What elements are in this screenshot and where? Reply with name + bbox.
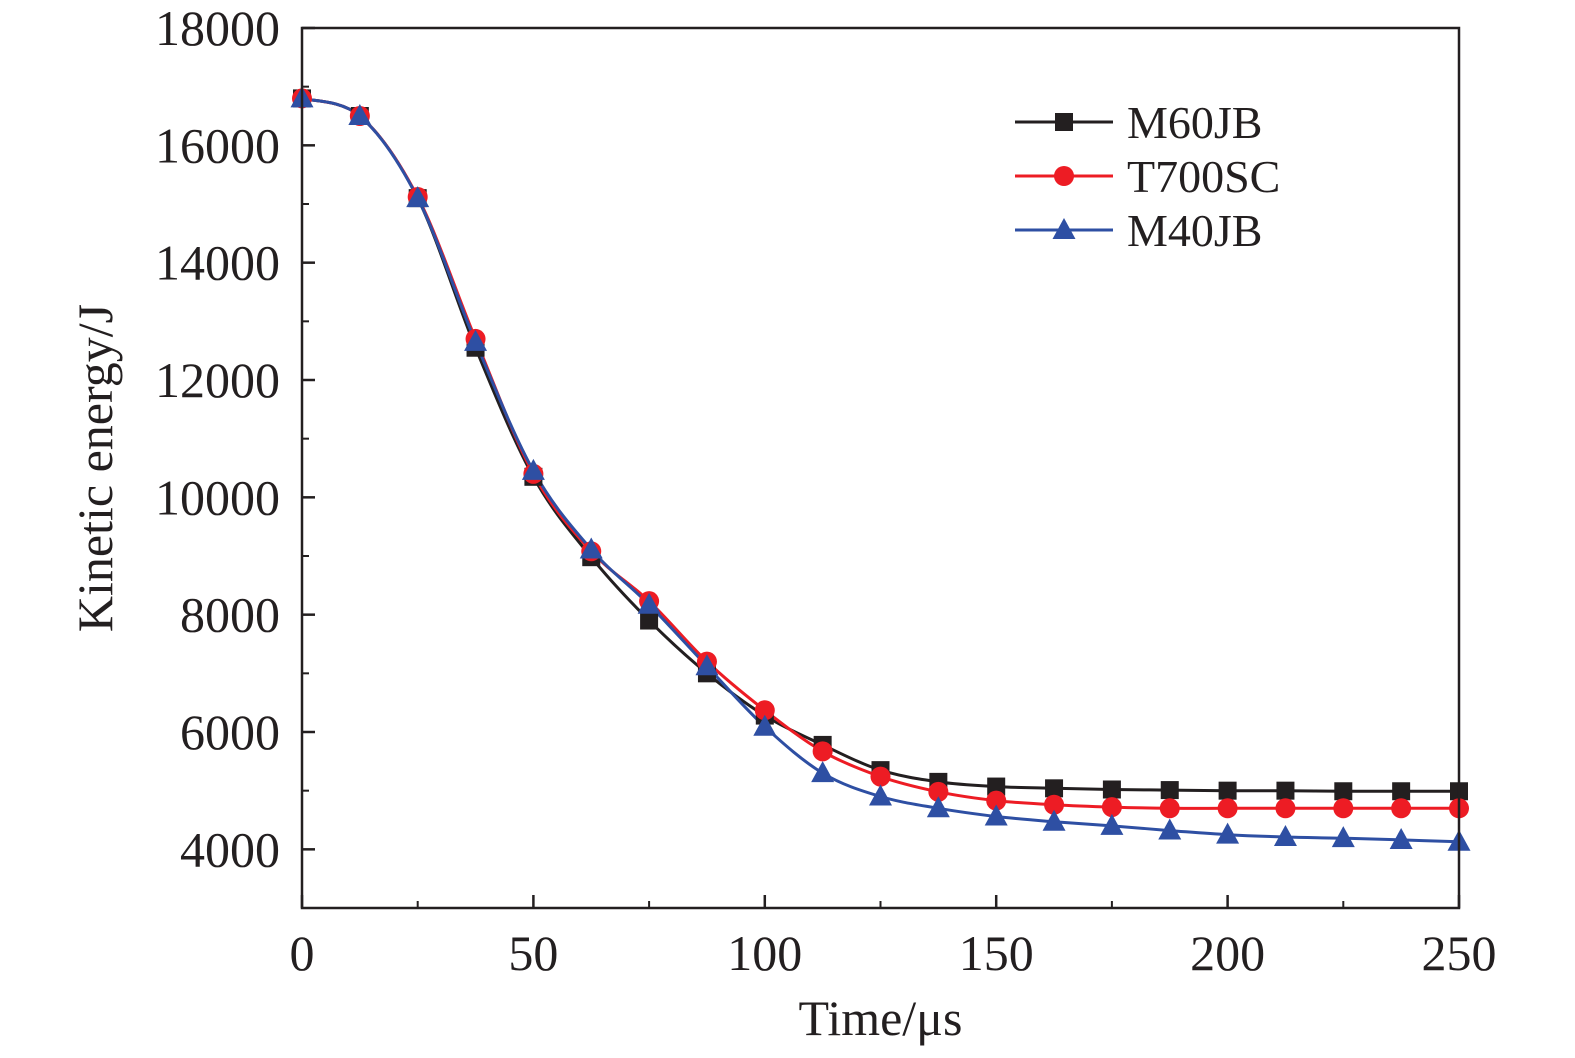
data-point-m40jb xyxy=(1216,822,1240,844)
x-axis-ticks: 0 50 100 150 200 250 xyxy=(290,895,1497,981)
legend-item-m40jb: M40JB xyxy=(1015,205,1262,256)
data-point-m40jb xyxy=(869,784,892,806)
data-point-m40jb xyxy=(753,714,777,736)
data-point-m60jb xyxy=(1218,781,1237,800)
x-tick-label: 250 xyxy=(1422,925,1497,981)
data-point-m60jb xyxy=(1392,782,1411,801)
data-point-m60jb xyxy=(1160,781,1179,800)
data-point-m40jb xyxy=(348,104,372,125)
data-point-m40jb xyxy=(926,796,950,818)
data-point-m40jb xyxy=(637,592,661,614)
x-tick-label: 150 xyxy=(959,925,1034,981)
data-point-t700sc xyxy=(754,700,775,721)
data-point-m40jb xyxy=(406,186,430,208)
data-point-m40jb xyxy=(464,329,488,351)
series-line-m60jb xyxy=(301,96,1459,793)
data-point-m60jb xyxy=(1334,782,1353,801)
data-point-m60jb xyxy=(1276,781,1295,800)
data-point-t700sc xyxy=(1101,797,1122,818)
series-line-t700sc xyxy=(301,96,1459,810)
legend-item-t700sc: T700SC xyxy=(1015,151,1280,202)
x-tick-label: 200 xyxy=(1190,925,1265,981)
x-axis-title: Time/μs xyxy=(799,990,963,1046)
y-tick-label: 14000 xyxy=(155,235,280,291)
data-point-m40jb xyxy=(695,654,719,676)
data-point-t700sc xyxy=(812,741,833,762)
data-point-m40jb xyxy=(1273,825,1297,847)
series-lines xyxy=(301,96,1460,844)
legend-marker-m40jb xyxy=(1052,218,1076,239)
x-tick-label: 50 xyxy=(508,925,558,981)
data-point-m40jb xyxy=(1158,818,1182,840)
series-line-m40jb xyxy=(301,96,1460,844)
data-point-t700sc xyxy=(870,766,891,787)
legend-label: M60JB xyxy=(1127,97,1262,148)
data-point-m40jb xyxy=(1100,813,1124,835)
data-point-m60jb xyxy=(1045,779,1064,798)
x-tick-label: 0 xyxy=(290,925,315,981)
data-point-t700sc xyxy=(928,781,949,802)
y-axis-ticks: 4000 6000 8000 10000 12000 14000 16000 18000 xyxy=(155,0,315,909)
data-point-t700sc xyxy=(1159,798,1180,819)
y-tick-label: 10000 xyxy=(155,469,280,525)
y-tick-label: 16000 xyxy=(155,117,280,173)
data-point-m40jb xyxy=(984,804,1008,826)
y-tick-label: 8000 xyxy=(180,587,280,643)
series-markers xyxy=(290,86,1471,851)
y-axis-title: Kinetic energy/J xyxy=(67,304,123,632)
data-point-t700sc xyxy=(1217,798,1238,819)
data-point-m60jb xyxy=(640,611,659,630)
data-point-m40jb xyxy=(1331,826,1355,848)
data-point-m40jb xyxy=(811,761,835,783)
data-point-m40jb xyxy=(579,537,603,559)
y-tick-label: 18000 xyxy=(155,0,280,56)
data-point-t700sc xyxy=(1275,798,1296,819)
data-point-t700sc xyxy=(1333,798,1354,819)
legend-label: T700SC xyxy=(1127,151,1280,202)
data-point-m40jb xyxy=(1042,809,1066,831)
y-tick-label: 4000 xyxy=(180,821,280,877)
y-tick-label: 12000 xyxy=(155,352,280,408)
x-tick-label: 100 xyxy=(727,925,802,981)
data-point-t700sc xyxy=(1044,794,1065,815)
legend-marker-t700sc xyxy=(1054,166,1074,186)
data-point-m60jb xyxy=(987,777,1006,796)
data-point-t700sc xyxy=(986,790,1007,811)
data-point-m40jb xyxy=(521,458,545,480)
data-point-m40jb xyxy=(1389,827,1413,849)
data-point-t700sc xyxy=(1391,798,1412,819)
y-tick-label: 6000 xyxy=(180,704,280,760)
legend-item-m60jb: M60JB xyxy=(1015,97,1262,148)
legend-marker-m60jb xyxy=(1055,113,1073,131)
data-point-m60jb xyxy=(1102,780,1121,799)
legend-label: M40JB xyxy=(1127,205,1262,256)
